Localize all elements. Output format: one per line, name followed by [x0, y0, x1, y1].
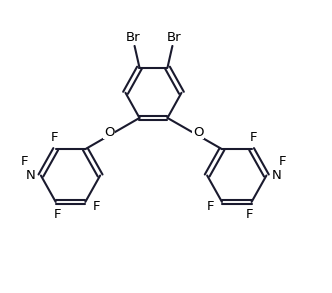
Text: O: O — [104, 126, 115, 139]
Text: F: F — [50, 131, 58, 144]
Text: N: N — [272, 169, 281, 182]
Text: F: F — [207, 200, 214, 213]
Text: F: F — [249, 131, 257, 144]
Text: Br: Br — [125, 31, 140, 44]
Text: F: F — [53, 208, 61, 221]
Text: O: O — [193, 126, 203, 139]
Text: Br: Br — [167, 31, 181, 44]
Text: F: F — [246, 208, 254, 221]
Text: F: F — [279, 154, 287, 168]
Text: F: F — [21, 154, 28, 168]
Text: N: N — [26, 169, 36, 182]
Text: F: F — [93, 200, 101, 213]
